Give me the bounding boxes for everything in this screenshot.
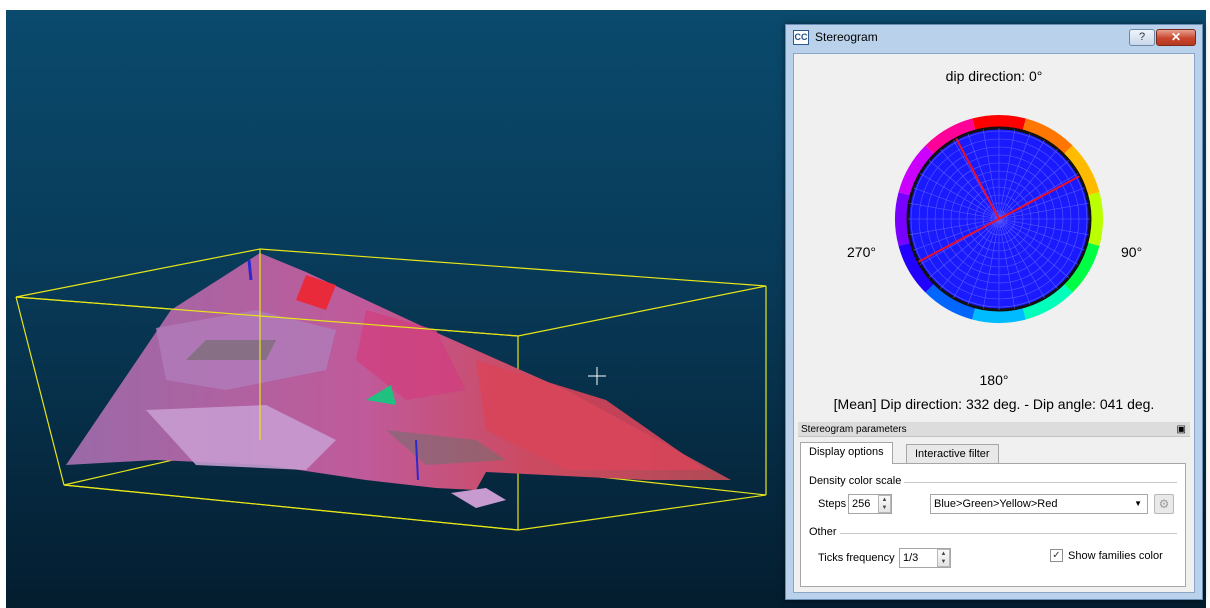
chevron-down-icon: ▼ xyxy=(1134,499,1142,508)
east-label: 90° xyxy=(1121,244,1143,260)
ticks-frequency-spinbox[interactable]: 1/3 ▲ ▼ xyxy=(899,548,951,568)
gear-icon: ⚙ xyxy=(1158,497,1170,511)
stereogram-plot[interactable] xyxy=(894,114,1104,324)
spin-arrows-icon[interactable]: ▲ ▼ xyxy=(937,549,950,567)
display-options-panel: Density color scale Steps 256 ▲ ▼ Blue>Gr… xyxy=(800,463,1186,587)
parameters-title: Stereogram parameters xyxy=(801,424,907,435)
mean-dip-line xyxy=(955,138,1000,220)
steps-spinbox[interactable]: 256 ▲ ▼ xyxy=(848,494,892,514)
window-title: Stereogram xyxy=(815,30,878,44)
spin-arrows-icon[interactable]: ▲ ▼ xyxy=(878,495,891,513)
restore-icon[interactable]: ▣ xyxy=(1176,424,1186,435)
steps-value: 256 xyxy=(852,498,871,510)
divider xyxy=(811,533,1177,534)
show-families-label: Show families color xyxy=(1068,550,1163,562)
other-group-label: Other xyxy=(809,526,840,538)
point-cloud-render xyxy=(15,248,767,531)
density-group-label: Density color scale xyxy=(809,475,905,487)
help-button[interactable]: ? xyxy=(1129,29,1155,46)
title-bar[interactable]: CC Stereogram ? ✕ xyxy=(786,25,1202,51)
cloudcompare-logo-icon: CC xyxy=(793,30,809,45)
color-scale-editor-button[interactable]: ⚙ xyxy=(1154,494,1174,514)
color-scale-select[interactable]: Blue>Green>Yellow>Red ▼ xyxy=(930,494,1148,514)
ticks-frequency-value: 1/3 xyxy=(903,552,919,564)
mean-orientation-text: [Mean] Dip direction: 332 deg. - Dip ang… xyxy=(833,396,1155,412)
steps-label: Steps xyxy=(818,498,847,510)
south-label: 180° xyxy=(979,372,1009,388)
parameters-header[interactable]: Stereogram parameters ▣ xyxy=(798,422,1190,437)
color-scale-value: Blue>Green>Yellow>Red xyxy=(934,498,1058,510)
west-label: 270° xyxy=(847,244,876,260)
north-label: dip direction: 0° xyxy=(945,68,1043,84)
tab-display-options[interactable]: Display options xyxy=(800,442,893,464)
show-families-checkbox[interactable]: ✓ xyxy=(1050,549,1063,562)
stereogram-dialog: CC Stereogram ? ✕ dip direction: 0° 270°… xyxy=(785,24,1203,600)
mean-plane-line xyxy=(918,175,1080,263)
ticks-frequency-label: Ticks frequency xyxy=(818,552,895,564)
dialog-content: dip direction: 0° 270° 90° 180° [Mean] D… xyxy=(793,53,1195,593)
tab-interactive-filter[interactable]: Interactive filter xyxy=(906,444,999,465)
close-button[interactable]: ✕ xyxy=(1156,29,1196,46)
divider xyxy=(811,482,1177,483)
point-cloud xyxy=(66,253,731,508)
crosshair-cursor-icon xyxy=(588,367,606,385)
